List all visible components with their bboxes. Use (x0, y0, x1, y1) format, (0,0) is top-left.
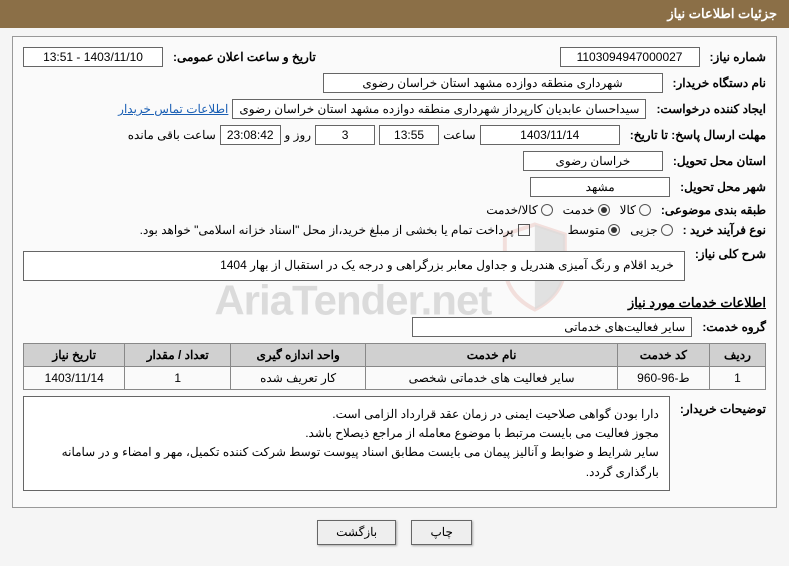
row-buyer-notes: توضیحات خریدار: دارا بودن گواهی صلاحیت ا… (23, 396, 766, 491)
row-buyer-org: نام دستگاه خریدار: شهرداری منطقه دوازده … (23, 73, 766, 93)
th-name: نام خدمت (366, 344, 618, 367)
services-section-title: اطلاعات خدمات مورد نیاز (23, 295, 766, 311)
subject-class-label: طبقه بندی موضوعی: (661, 203, 766, 217)
row-city: شهر محل تحویل: مشهد (23, 177, 766, 197)
payment-note: پرداخت تمام یا بخشی از مبلغ خرید،از محل … (140, 223, 514, 237)
city-label: شهر محل تحویل: (680, 180, 766, 194)
row-province: استان محل تحویل: خراسان رضوی (23, 151, 766, 171)
main-panel: AriaTender.net شماره نیاز: 1103094947000… (12, 36, 777, 508)
time-label: ساعت (443, 128, 476, 142)
buyer-org-value: شهرداری منطقه دوازده مشهد استان خراسان ر… (323, 73, 663, 93)
deadline-date: 1403/11/14 (480, 125, 620, 145)
th-code: کد خدمت (617, 344, 709, 367)
need-number-label: شماره نیاز: (710, 50, 766, 64)
th-date: تاریخ نیاز (24, 344, 125, 367)
need-desc-label: شرح کلی نیاز: (695, 247, 766, 261)
row-process-type: نوع فرآیند خرید : جزیی متوسط پرداخت تمام… (23, 223, 766, 237)
buyer-notes-label: توضیحات خریدار: (680, 396, 766, 416)
th-qty: تعداد / مقدار (125, 344, 230, 367)
radio-medium[interactable]: متوسط (568, 223, 621, 237)
button-row: چاپ بازگشت (0, 520, 789, 545)
remaining-time: 23:08:42 (220, 125, 281, 145)
group-value: سایر فعالیت‌های خدماتی (412, 317, 692, 337)
back-button[interactable]: بازگشت (317, 520, 396, 545)
row-deadline: مهلت ارسال پاسخ: تا تاریخ: 1403/11/14 سا… (23, 125, 766, 145)
buyer-contact-link[interactable]: اطلاعات تماس خریدار (118, 102, 228, 116)
buyer-notes-box: دارا بودن گواهی صلاحیت ایمنی در زمان عقد… (23, 396, 670, 491)
days-label: روز و (285, 128, 312, 142)
panel-header: جزئیات اطلاعات نیاز (0, 0, 789, 28)
remaining-label: ساعت باقی مانده (128, 128, 216, 142)
requester-label: ایجاد کننده درخواست: (656, 102, 766, 116)
cell-row: 1 (709, 367, 765, 390)
need-desc-value: خرید اقلام و رنگ آمیزی هندریل و جداول مع… (23, 251, 685, 281)
notes-line2: مجوز فعالیت می بایست مرتبط با موضوع معام… (34, 424, 659, 443)
announce-date-value: 1403/11/10 - 13:51 (23, 47, 163, 67)
panel-title: جزئیات اطلاعات نیاز (667, 6, 777, 21)
row-need-number: شماره نیاز: 1103094947000027 تاریخ و ساع… (23, 47, 766, 67)
cell-name: سایر فعالیت های خدماتی شخصی (366, 367, 618, 390)
province-label: استان محل تحویل: (673, 154, 766, 168)
th-row: ردیف (709, 344, 765, 367)
table-row: 1 ط-96-960 سایر فعالیت های خدماتی شخصی ک… (24, 367, 766, 390)
notes-line3: سایر شرایط و ضوابط و آنالیز پیمان می بای… (34, 443, 659, 481)
row-requester: ایجاد کننده درخواست: سیداحسان عابدیان کا… (23, 99, 766, 119)
row-subject-class: طبقه بندی موضوعی: کالا خدمت کالا/خدمت (23, 203, 766, 217)
checkbox-treasury[interactable] (518, 224, 530, 236)
services-table: ردیف کد خدمت نام خدمت واحد اندازه گیری ت… (23, 343, 766, 390)
province-value: خراسان رضوی (523, 151, 663, 171)
row-need-desc: شرح کلی نیاز: خرید اقلام و رنگ آمیزی هند… (23, 247, 766, 285)
deadline-label: مهلت ارسال پاسخ: تا تاریخ: (630, 128, 766, 142)
radio-service[interactable]: خدمت (563, 203, 610, 217)
cell-code: ط-96-960 (617, 367, 709, 390)
table-header-row: ردیف کد خدمت نام خدمت واحد اندازه گیری ت… (24, 344, 766, 367)
deadline-time: 13:55 (379, 125, 439, 145)
buyer-org-label: نام دستگاه خریدار: (673, 76, 767, 90)
need-number-value: 1103094947000027 (560, 47, 700, 67)
process-type-label: نوع فرآیند خرید : (683, 223, 766, 237)
deadline-days: 3 (315, 125, 375, 145)
requester-value: سیداحسان عابدیان کارپرداز شهرداری منطقه … (232, 99, 646, 119)
radio-partial[interactable]: جزیی (630, 223, 672, 237)
notes-line1: دارا بودن گواهی صلاحیت ایمنی در زمان عقد… (34, 405, 659, 424)
print-button[interactable]: چاپ (411, 520, 471, 545)
cell-qty: 1 (125, 367, 230, 390)
th-unit: واحد اندازه گیری (230, 344, 365, 367)
group-label: گروه خدمت: (702, 320, 766, 334)
cell-unit: کار تعریف شده (230, 367, 365, 390)
row-service-group: گروه خدمت: سایر فعالیت‌های خدماتی (23, 317, 766, 337)
city-value: مشهد (530, 177, 670, 197)
radio-goods[interactable]: کالا (620, 203, 651, 217)
announce-date-label: تاریخ و ساعت اعلان عمومی: (173, 50, 316, 64)
cell-date: 1403/11/14 (24, 367, 125, 390)
radio-both[interactable]: کالا/خدمت (486, 203, 552, 217)
